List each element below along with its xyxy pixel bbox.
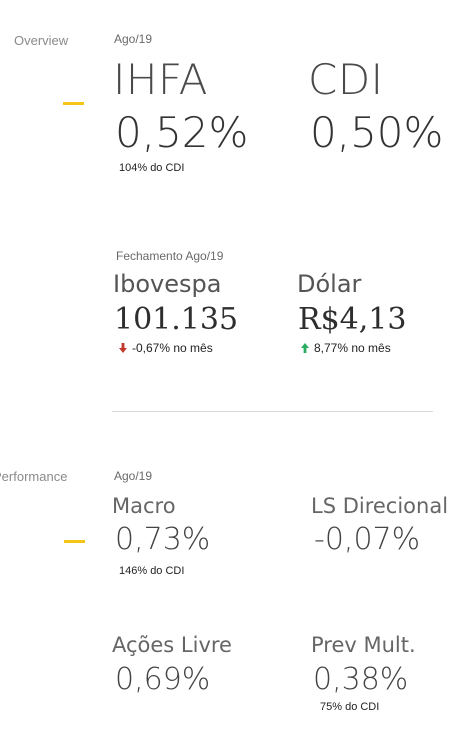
- fund-prev-mult-value: 0,38%: [313, 662, 409, 697]
- fund-acoes-livre-value: 0,69%: [115, 662, 211, 697]
- fund-cdi-name: CDI: [308, 55, 384, 104]
- fund-macro-note: 146% do CDI: [119, 565, 185, 577]
- dolar-value: R$4,13: [298, 302, 407, 337]
- arrow-up-icon: [301, 343, 309, 353]
- fund-cdi-value: 0,50%: [310, 108, 444, 157]
- dolar-name: Dólar: [297, 270, 362, 298]
- dolar-change-text: 8,77% no mês: [314, 341, 391, 355]
- section-divider: [112, 411, 433, 412]
- overview-period: Ago/19: [114, 32, 153, 46]
- fund-ls-direcional-value: -0,07%: [314, 522, 421, 557]
- fund-prev-mult-note: 75% do CDI: [320, 701, 380, 713]
- performance-period: Ago/19: [114, 469, 153, 483]
- fund-ihfa-note: 104% do CDI: [119, 162, 185, 174]
- closing-header: Fechamento Ago/19: [116, 249, 224, 263]
- performance-marker: [64, 540, 85, 543]
- performance-label: Performance: [0, 469, 68, 484]
- overview-label: Overview: [14, 33, 69, 48]
- fund-acoes-livre-name: Ações Livre: [112, 633, 232, 657]
- ibovespa-change: -0,67% no mês: [118, 341, 213, 355]
- fund-ihfa-name: IHFA: [113, 55, 209, 104]
- ibovespa-name: Ibovespa: [113, 270, 222, 298]
- ibovespa-value: 101.135: [114, 302, 239, 337]
- ibovespa-change-text: -0,67% no mês: [132, 341, 213, 355]
- fund-ls-direcional-name: LS Direcional: [311, 494, 449, 518]
- fund-ihfa-value: 0,52%: [115, 108, 249, 157]
- fund-prev-mult-name: Prev Mult.: [311, 633, 416, 657]
- arrow-down-icon: [119, 343, 127, 353]
- fund-macro-name: Macro: [112, 494, 176, 518]
- overview-marker: [63, 102, 84, 105]
- dolar-change: 8,77% no mês: [300, 341, 391, 355]
- fund-macro-value: 0,73%: [115, 522, 211, 557]
